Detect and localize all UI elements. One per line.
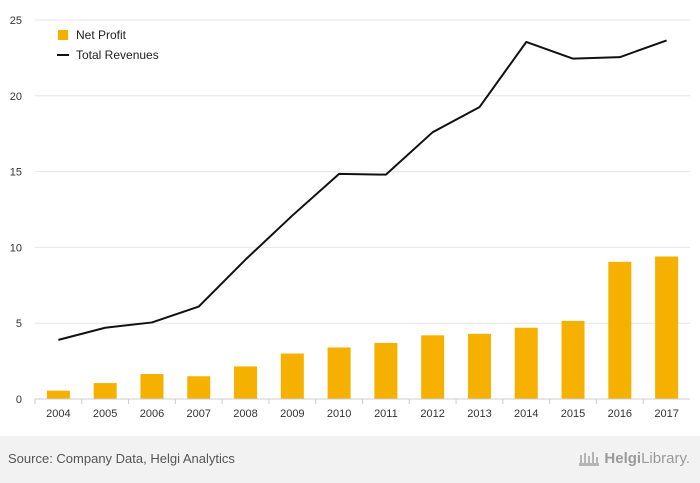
y-tick-label: 0: [16, 394, 22, 406]
y-tick-label: 15: [10, 167, 22, 179]
source-note: Source: Company Data, Helgi Analytics: [8, 451, 235, 466]
x-tick-label: 2016: [608, 408, 632, 420]
x-tick-label: 2008: [233, 408, 257, 420]
y-axis-tick-labels: 0 5 10 15 20 25: [10, 15, 22, 406]
x-tick-label: 2012: [420, 408, 444, 420]
legend-swatch-net-profit: [58, 30, 68, 40]
x-tick-label: 2014: [514, 408, 538, 420]
x-tick-label: 2005: [93, 408, 117, 420]
x-tick-label: 2010: [327, 408, 351, 420]
net-profit-bar: [327, 347, 351, 399]
y-tick-label: 5: [16, 318, 22, 330]
net-profit-bar: [93, 383, 117, 399]
net-profit-bar: [514, 327, 538, 399]
footer-band: [0, 436, 700, 483]
x-tick-label: 2007: [187, 408, 211, 420]
net-profit-bar: [234, 366, 258, 399]
net-profit-bar: [421, 335, 445, 399]
net-profit-bar: [374, 342, 398, 399]
net-profit-bar: [561, 320, 585, 399]
x-tick-label: 2011: [374, 408, 398, 420]
x-axis-tick-labels: 2004 2005 2006 2007 2008 2009 2010 2011 2012 2013…: [34, 399, 679, 420]
y-tick-label: 20: [10, 91, 22, 103]
net-profit-bar: [280, 353, 304, 399]
net-profit-bars: [46, 256, 679, 399]
x-tick-label: 2006: [140, 408, 164, 420]
logo-text-rest: Library.: [641, 449, 690, 467]
net-profit-bar: [140, 373, 164, 399]
legend-label-total-revenues: Total Revenues: [76, 48, 159, 62]
library-building-icon: [579, 452, 600, 466]
net-profit-bar: [608, 261, 632, 399]
y-tick-label: 25: [10, 15, 22, 27]
gridlines: [35, 19, 690, 324]
net-profit-bar: [187, 376, 211, 399]
legend-label-net-profit: Net Profit: [76, 28, 127, 42]
x-tick-label: 2013: [467, 408, 491, 420]
total-revenues-line-group: [58, 39, 667, 341]
legend: Net Profit Total Revenues: [57, 28, 159, 62]
x-tick-label: 2004: [46, 408, 70, 420]
x-tick-label: 2009: [280, 408, 304, 420]
y-tick-label: 10: [10, 242, 22, 254]
logo-text-bold: Helgi: [604, 449, 642, 467]
net-profit-bar: [655, 256, 679, 399]
net-profit-bar: [46, 390, 70, 399]
total-revenues-line: [58, 39, 667, 341]
x-tick-label: 2017: [654, 408, 678, 420]
x-tick-label: 2015: [561, 408, 585, 420]
helgi-library-logo: Helgi Library.: [578, 449, 690, 467]
net-profit-bar: [467, 333, 491, 399]
